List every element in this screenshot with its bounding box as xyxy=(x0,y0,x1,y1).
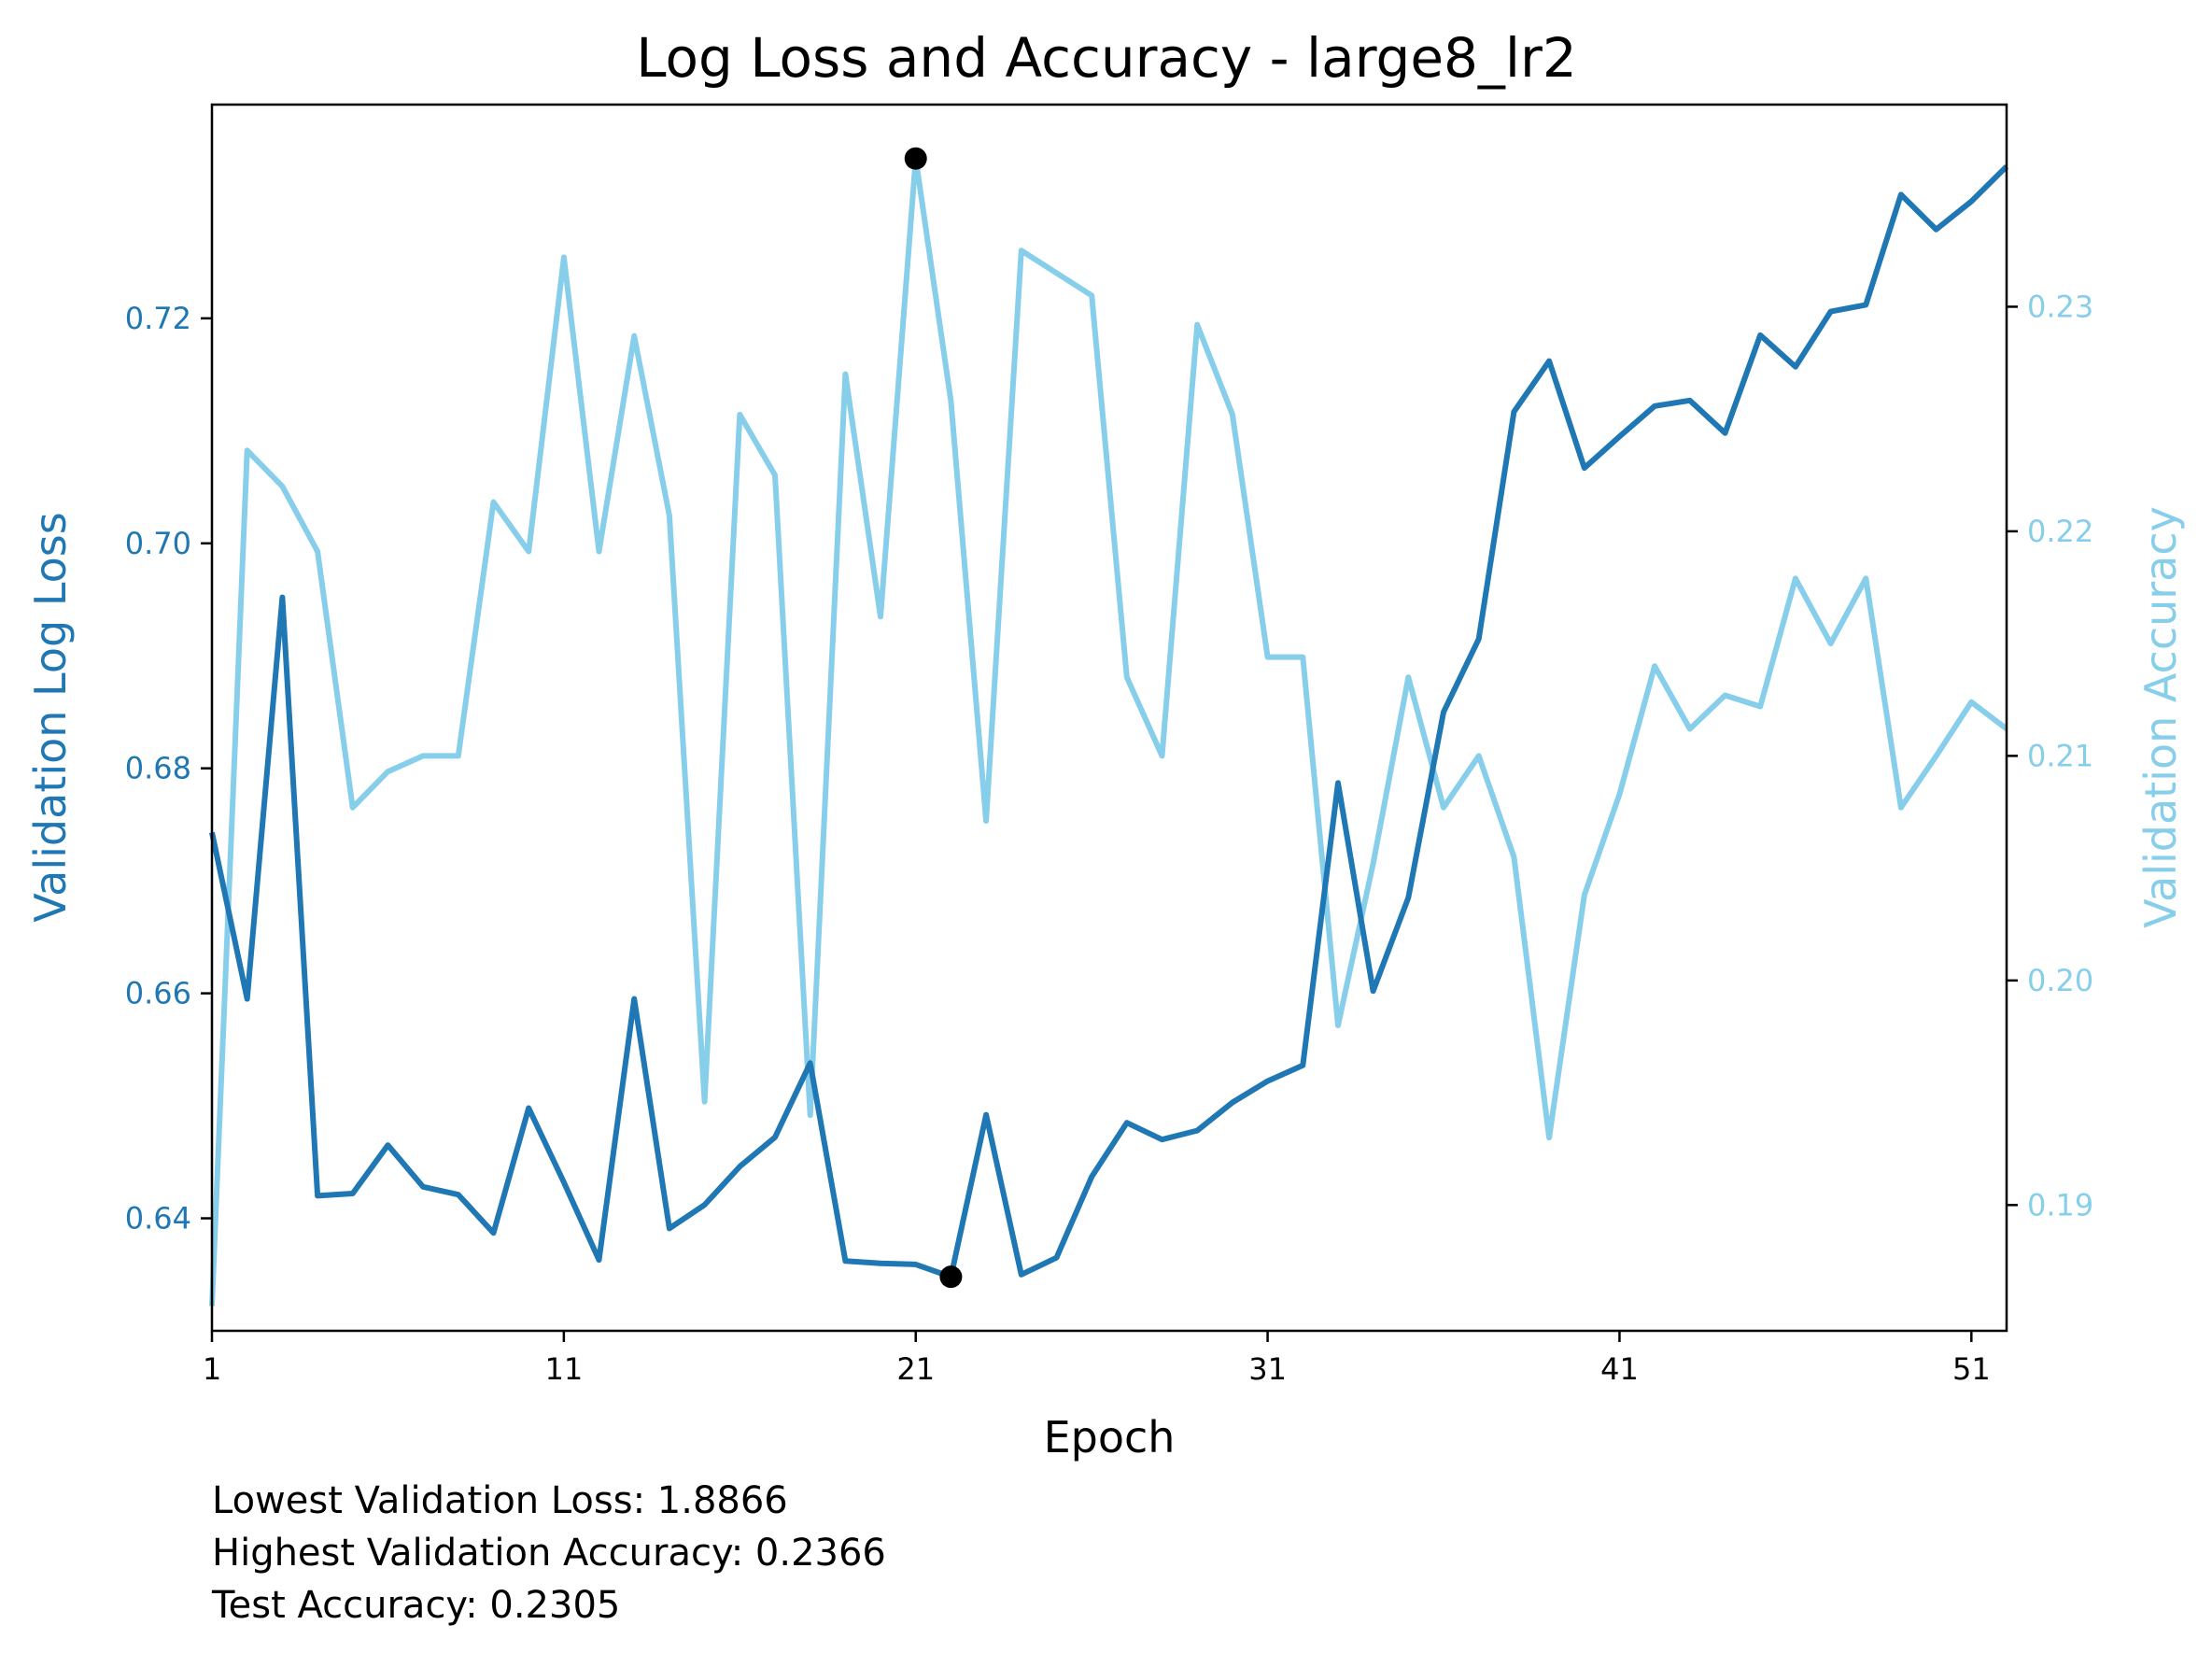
left-y-axis-label: Validation Log Loss xyxy=(25,512,76,922)
right-y-axis-label: Validation Accuracy xyxy=(2135,506,2186,928)
left-y-tick-label: 0.68 xyxy=(125,751,191,786)
x-axis-label: Epoch xyxy=(1044,1412,1176,1462)
x-tick-label: 41 xyxy=(1600,1351,1639,1387)
left-y-tick-label: 0.66 xyxy=(125,976,191,1011)
right-y-tick-label: 0.19 xyxy=(2027,1187,2093,1222)
validation-accuracy-line xyxy=(209,155,2008,1307)
plot-frame xyxy=(210,103,2008,1333)
x-axis: 1 11 21 31 41 51 xyxy=(203,1331,1991,1387)
max-accuracy-marker xyxy=(904,147,927,170)
plot-lines xyxy=(209,155,2009,1307)
x-tick-label: 21 xyxy=(896,1351,935,1387)
highest-accuracy-text: Highest Validation Accuracy: 0.2366 xyxy=(212,1532,886,1575)
best-markers xyxy=(904,147,963,1289)
test-accuracy-text: Test Accuracy: 0.2305 xyxy=(211,1584,620,1627)
left-y-tick-label: 0.72 xyxy=(125,301,191,336)
left-y-tick-label: 0.64 xyxy=(125,1201,191,1236)
x-tick-label: 31 xyxy=(1248,1351,1287,1387)
right-y-tick-label: 0.23 xyxy=(2027,289,2093,324)
right-y-tick-label: 0.21 xyxy=(2027,738,2093,773)
lowest-loss-text: Lowest Validation Loss: 1.8866 xyxy=(212,1479,788,1522)
right-y-tick-label: 0.20 xyxy=(2027,963,2093,998)
x-tick-label: 51 xyxy=(1952,1351,1991,1387)
x-tick-label: 11 xyxy=(545,1351,584,1387)
min-loss-marker xyxy=(939,1265,963,1289)
left-y-axis: 0.64 0.66 0.68 0.70 0.72 xyxy=(125,301,212,1236)
right-y-tick-label: 0.22 xyxy=(2027,514,2093,549)
validation-loss-line xyxy=(209,164,2009,1280)
left-y-tick-label: 0.70 xyxy=(125,526,191,561)
x-tick-label: 1 xyxy=(203,1351,221,1387)
right-y-axis: 0.19 0.20 0.21 0.22 0.23 xyxy=(2007,289,2093,1222)
chart-title: Log Loss and Accuracy - large8_lr2 xyxy=(636,26,1577,90)
